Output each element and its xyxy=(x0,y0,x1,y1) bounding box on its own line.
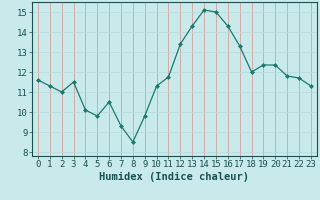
X-axis label: Humidex (Indice chaleur): Humidex (Indice chaleur) xyxy=(100,172,249,182)
